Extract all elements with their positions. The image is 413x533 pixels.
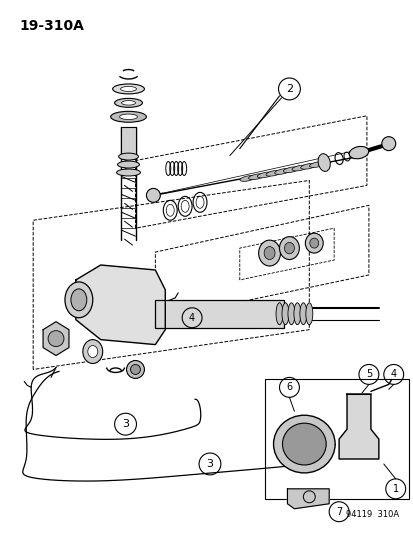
Ellipse shape xyxy=(114,99,142,107)
Text: 2: 2 xyxy=(285,84,292,94)
Ellipse shape xyxy=(256,172,272,178)
Polygon shape xyxy=(76,265,165,345)
Text: 19-310A: 19-310A xyxy=(19,19,84,33)
Ellipse shape xyxy=(65,282,93,318)
Ellipse shape xyxy=(309,238,318,248)
Ellipse shape xyxy=(317,154,330,172)
Ellipse shape xyxy=(265,171,281,176)
Ellipse shape xyxy=(279,237,299,260)
Ellipse shape xyxy=(110,111,146,122)
Text: 3: 3 xyxy=(122,419,129,429)
Ellipse shape xyxy=(273,415,335,473)
Ellipse shape xyxy=(300,164,316,169)
Circle shape xyxy=(381,136,395,151)
Ellipse shape xyxy=(309,161,324,167)
Ellipse shape xyxy=(120,86,136,92)
Ellipse shape xyxy=(116,169,140,176)
Ellipse shape xyxy=(275,303,282,325)
Ellipse shape xyxy=(126,360,144,378)
FancyBboxPatch shape xyxy=(155,300,284,328)
Ellipse shape xyxy=(287,303,294,325)
Text: 4: 4 xyxy=(390,369,396,379)
Polygon shape xyxy=(287,489,328,508)
Ellipse shape xyxy=(305,303,312,325)
Polygon shape xyxy=(43,322,69,356)
Ellipse shape xyxy=(71,289,87,311)
Ellipse shape xyxy=(284,243,294,254)
Ellipse shape xyxy=(88,345,97,358)
Text: 1: 1 xyxy=(392,484,398,494)
Ellipse shape xyxy=(118,153,138,160)
Ellipse shape xyxy=(248,174,263,180)
Polygon shape xyxy=(338,394,378,459)
Ellipse shape xyxy=(281,303,288,325)
Ellipse shape xyxy=(83,340,102,364)
Ellipse shape xyxy=(263,247,274,260)
Ellipse shape xyxy=(258,240,280,266)
Text: 3: 3 xyxy=(206,459,213,469)
Text: 6: 6 xyxy=(286,382,292,392)
Text: 4: 4 xyxy=(189,313,195,323)
Ellipse shape xyxy=(121,101,135,105)
Ellipse shape xyxy=(282,167,298,173)
Text: 94119  310A: 94119 310A xyxy=(345,510,398,519)
Text: 5: 5 xyxy=(365,369,371,379)
Ellipse shape xyxy=(282,423,325,465)
Ellipse shape xyxy=(293,303,300,325)
Circle shape xyxy=(146,188,160,203)
Ellipse shape xyxy=(274,168,290,174)
Ellipse shape xyxy=(119,114,137,119)
Ellipse shape xyxy=(117,161,139,168)
Ellipse shape xyxy=(240,175,255,181)
Polygon shape xyxy=(120,127,136,158)
Ellipse shape xyxy=(305,233,323,253)
Ellipse shape xyxy=(291,165,307,171)
Circle shape xyxy=(48,330,64,346)
Ellipse shape xyxy=(130,365,140,375)
Bar xyxy=(264,379,408,499)
Ellipse shape xyxy=(299,303,306,325)
Ellipse shape xyxy=(348,147,368,159)
Ellipse shape xyxy=(112,84,144,94)
Text: 7: 7 xyxy=(335,507,342,516)
